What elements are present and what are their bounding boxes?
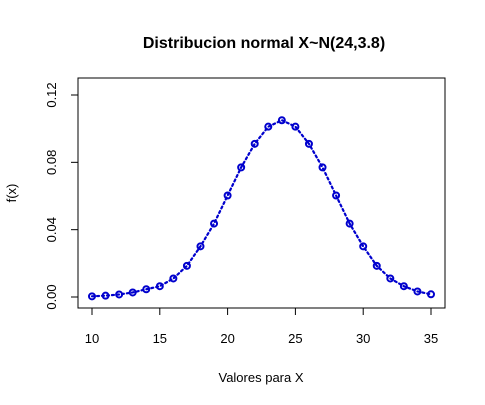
data-point	[332, 191, 341, 200]
data-point	[250, 139, 259, 148]
data-point	[128, 288, 137, 297]
data-point	[169, 274, 178, 283]
data-point	[196, 242, 205, 251]
data-point	[304, 139, 313, 148]
data-point	[142, 285, 151, 294]
x-axis-ticks: 10 15 20 25 30 35	[85, 308, 438, 346]
plot-frame	[77, 77, 446, 309]
x-tick-label: 20	[220, 331, 234, 346]
data-point	[318, 163, 327, 172]
y-axis-title: f(x)	[4, 184, 19, 203]
data-point	[345, 219, 354, 228]
data-point	[386, 274, 395, 283]
x-axis-title: Valores para X	[218, 370, 303, 385]
data-point	[359, 242, 368, 251]
data-point	[372, 261, 381, 270]
data-point	[291, 122, 300, 131]
data-point	[399, 282, 408, 291]
y-tick-label: 0.00	[44, 284, 59, 309]
data-point	[427, 290, 435, 299]
chart-title: Distribucion normal X~N(24,3.8)	[143, 35, 385, 52]
data-point	[237, 163, 246, 172]
y-tick-label: 0.12	[44, 82, 59, 107]
data-point	[223, 191, 232, 200]
data-point	[88, 292, 96, 301]
data-point	[277, 116, 286, 125]
series-line	[90, 119, 433, 298]
y-tick-label: 0.08	[44, 150, 59, 175]
data-point	[115, 290, 124, 299]
x-tick-label: 10	[85, 331, 99, 346]
x-tick-label: 30	[356, 331, 370, 346]
y-tick-label: 0.04	[44, 217, 59, 242]
series-group	[88, 116, 435, 301]
y-axis-ticks: 0.00 0.04 0.08 0.12	[44, 82, 78, 310]
data-point	[155, 282, 164, 291]
data-point	[413, 287, 422, 296]
x-tick-label: 35	[424, 331, 438, 346]
x-tick-label: 15	[153, 331, 167, 346]
data-point	[101, 291, 110, 300]
data-point	[264, 122, 273, 131]
x-tick-label: 25	[288, 331, 302, 346]
data-point	[210, 219, 219, 228]
data-point	[182, 261, 191, 270]
